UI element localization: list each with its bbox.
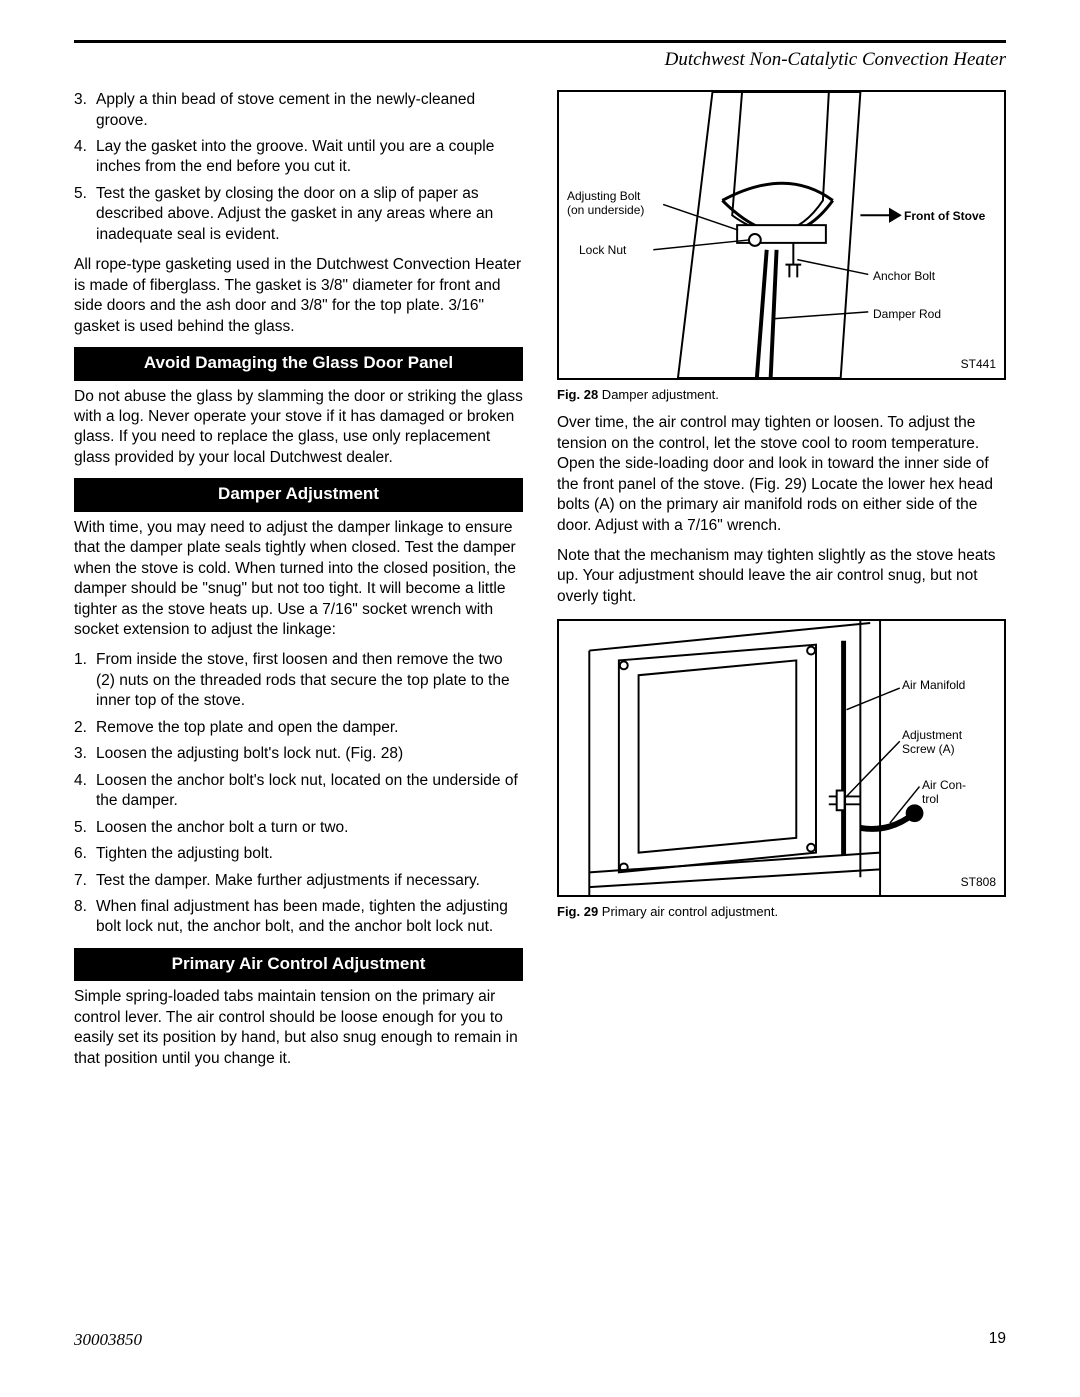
- over-time-paragraph: Over time, the air control may tighten o…: [557, 413, 1006, 536]
- right-column: Adjusting Bolt (on underside) Lock Nut F…: [557, 90, 1006, 1079]
- list-num: 5.: [74, 818, 87, 838]
- figure-code: ST441: [961, 358, 996, 372]
- list-text: Test the damper. Make further adjustment…: [96, 872, 480, 889]
- list-num: 4.: [74, 137, 87, 157]
- list-text: When final adjustment has been made, tig…: [96, 898, 508, 935]
- label-text: trol: [922, 792, 939, 806]
- list-text: Loosen the anchor bolt's lock nut, locat…: [96, 772, 518, 809]
- list-num: 5.: [74, 184, 87, 204]
- figure-28-caption: Fig. 28 Damper adjustment.: [557, 386, 1006, 403]
- label-anchor-bolt: Anchor Bolt: [873, 270, 935, 284]
- label-text: Front of Stove: [904, 209, 985, 223]
- list-text: Loosen the adjusting bolt's lock nut. (F…: [96, 745, 403, 762]
- caption-bold: Fig. 28: [557, 387, 598, 402]
- damper-steps: 1. From inside the stove, first loosen an…: [74, 650, 523, 937]
- list-num: 3.: [74, 90, 87, 110]
- doc-number: 30003850: [74, 1329, 142, 1351]
- list-text: Remove the top plate and open the damper…: [96, 719, 398, 736]
- list-text: From inside the stove, first loosen and …: [96, 651, 510, 709]
- label-text: Adjustment: [902, 728, 962, 742]
- label-text: (on underside): [567, 203, 644, 217]
- caption-bold: Fig. 29: [557, 904, 598, 919]
- heading-damper: Damper Adjustment: [74, 478, 523, 511]
- list-num: 1.: [74, 650, 87, 670]
- label-text: Screw (A): [902, 742, 955, 756]
- list-text: Loosen the anchor bolt a turn or two.: [96, 819, 348, 836]
- page-number: 19: [989, 1329, 1006, 1351]
- figure-28: Adjusting Bolt (on underside) Lock Nut F…: [557, 90, 1006, 380]
- label-text: Air Con-: [922, 778, 966, 792]
- figure-29-svg: [559, 621, 1004, 895]
- list-num: 6.: [74, 844, 87, 864]
- label-adjustment-screw: Adjustment Screw (A): [902, 729, 962, 757]
- list-text: Test the gasket by closing the door on a…: [96, 185, 493, 243]
- figure-28-svg: [559, 92, 1004, 378]
- gasket-steps: 3. Apply a thin bead of stove cement in t…: [74, 90, 523, 245]
- label-damper-rod: Damper Rod: [873, 308, 941, 322]
- caption-text: Damper adjustment.: [598, 387, 719, 402]
- list-num: 2.: [74, 718, 87, 738]
- label-front-of-stove: Front of Stove: [904, 210, 985, 224]
- list-num: 3.: [74, 744, 87, 764]
- figure-29-caption: Fig. 29 Primary air control adjustment.: [557, 903, 1006, 920]
- list-text: Tighten the adjusting bolt.: [96, 845, 273, 862]
- top-rule: [74, 40, 1006, 43]
- damper-paragraph: With time, you may need to adjust the da…: [74, 518, 523, 641]
- list-text: Lay the gasket into the groove. Wait unt…: [96, 138, 494, 175]
- heading-primary: Primary Air Control Adjustment: [74, 948, 523, 981]
- figure-29: Air Manifold Adjustment Screw (A) Air Co…: [557, 619, 1006, 897]
- footer: 30003850 19: [74, 1329, 1006, 1351]
- label-text: Adjusting Bolt: [567, 189, 640, 203]
- page-title: Dutchwest Non-Catalytic Convection Heate…: [74, 47, 1006, 72]
- list-num: 8.: [74, 897, 87, 917]
- label-air-control: Air Con- trol: [922, 779, 966, 807]
- label-air-manifold: Air Manifold: [902, 679, 965, 693]
- note-paragraph: Note that the mechanism may tighten slig…: [557, 546, 1006, 607]
- heading-glass: Avoid Damaging the Glass Door Panel: [74, 347, 523, 380]
- list-num: 4.: [74, 771, 87, 791]
- glass-paragraph: Do not abuse the glass by slamming the d…: [74, 387, 523, 469]
- caption-text: Primary air control adjustment.: [598, 904, 778, 919]
- label-adjusting-bolt: Adjusting Bolt (on underside): [567, 190, 644, 218]
- columns: 3. Apply a thin bead of stove cement in t…: [74, 90, 1006, 1079]
- left-column: 3. Apply a thin bead of stove cement in t…: [74, 90, 523, 1079]
- gasket-paragraph: All rope-type gasketing used in the Dutc…: [74, 255, 523, 337]
- primary-paragraph: Simple spring-loaded tabs maintain tensi…: [74, 987, 523, 1069]
- figure-code: ST808: [961, 876, 996, 890]
- list-text: Apply a thin bead of stove cement in the…: [96, 91, 475, 128]
- list-num: 7.: [74, 871, 87, 891]
- label-lock-nut: Lock Nut: [579, 244, 626, 258]
